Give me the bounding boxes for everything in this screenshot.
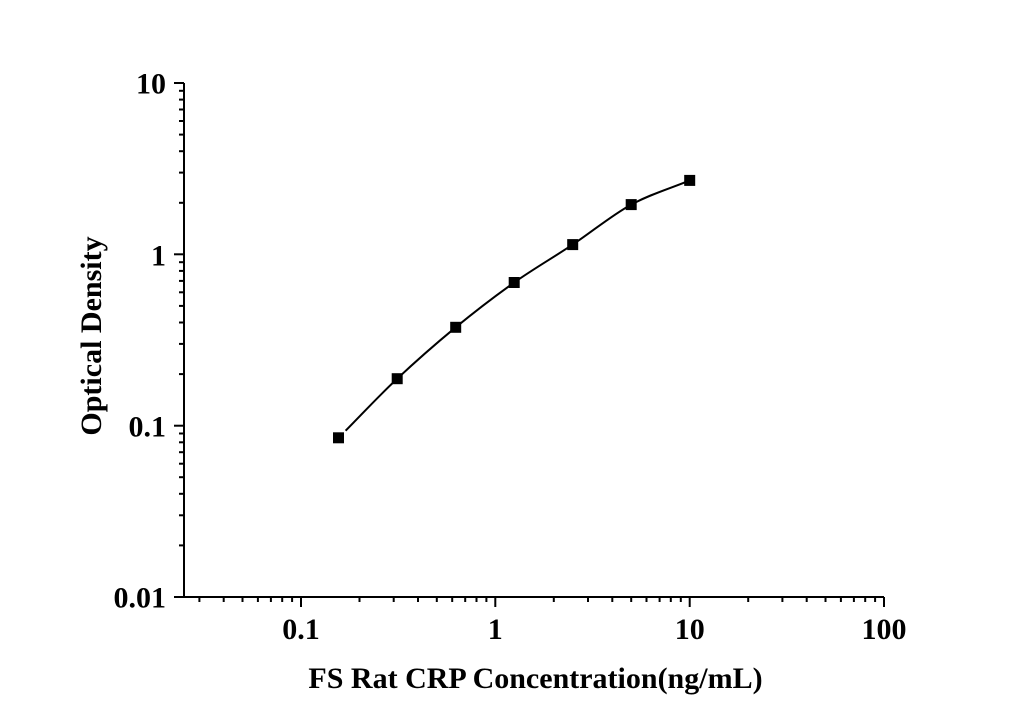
svg-text:100: 100 xyxy=(862,613,907,646)
svg-text:0.01: 0.01 xyxy=(114,581,167,614)
svg-text:0.1: 0.1 xyxy=(129,410,167,443)
svg-text:10: 10 xyxy=(675,613,705,646)
svg-text:10: 10 xyxy=(136,67,166,100)
svg-text:1: 1 xyxy=(151,239,166,272)
svg-text:Optical Density: Optical Density xyxy=(75,236,108,435)
svg-text:0.1: 0.1 xyxy=(282,613,320,646)
svg-text:1: 1 xyxy=(488,613,503,646)
svg-text:FS Rat CRP Concentration(ng/mL: FS Rat CRP Concentration(ng/mL) xyxy=(308,662,762,695)
